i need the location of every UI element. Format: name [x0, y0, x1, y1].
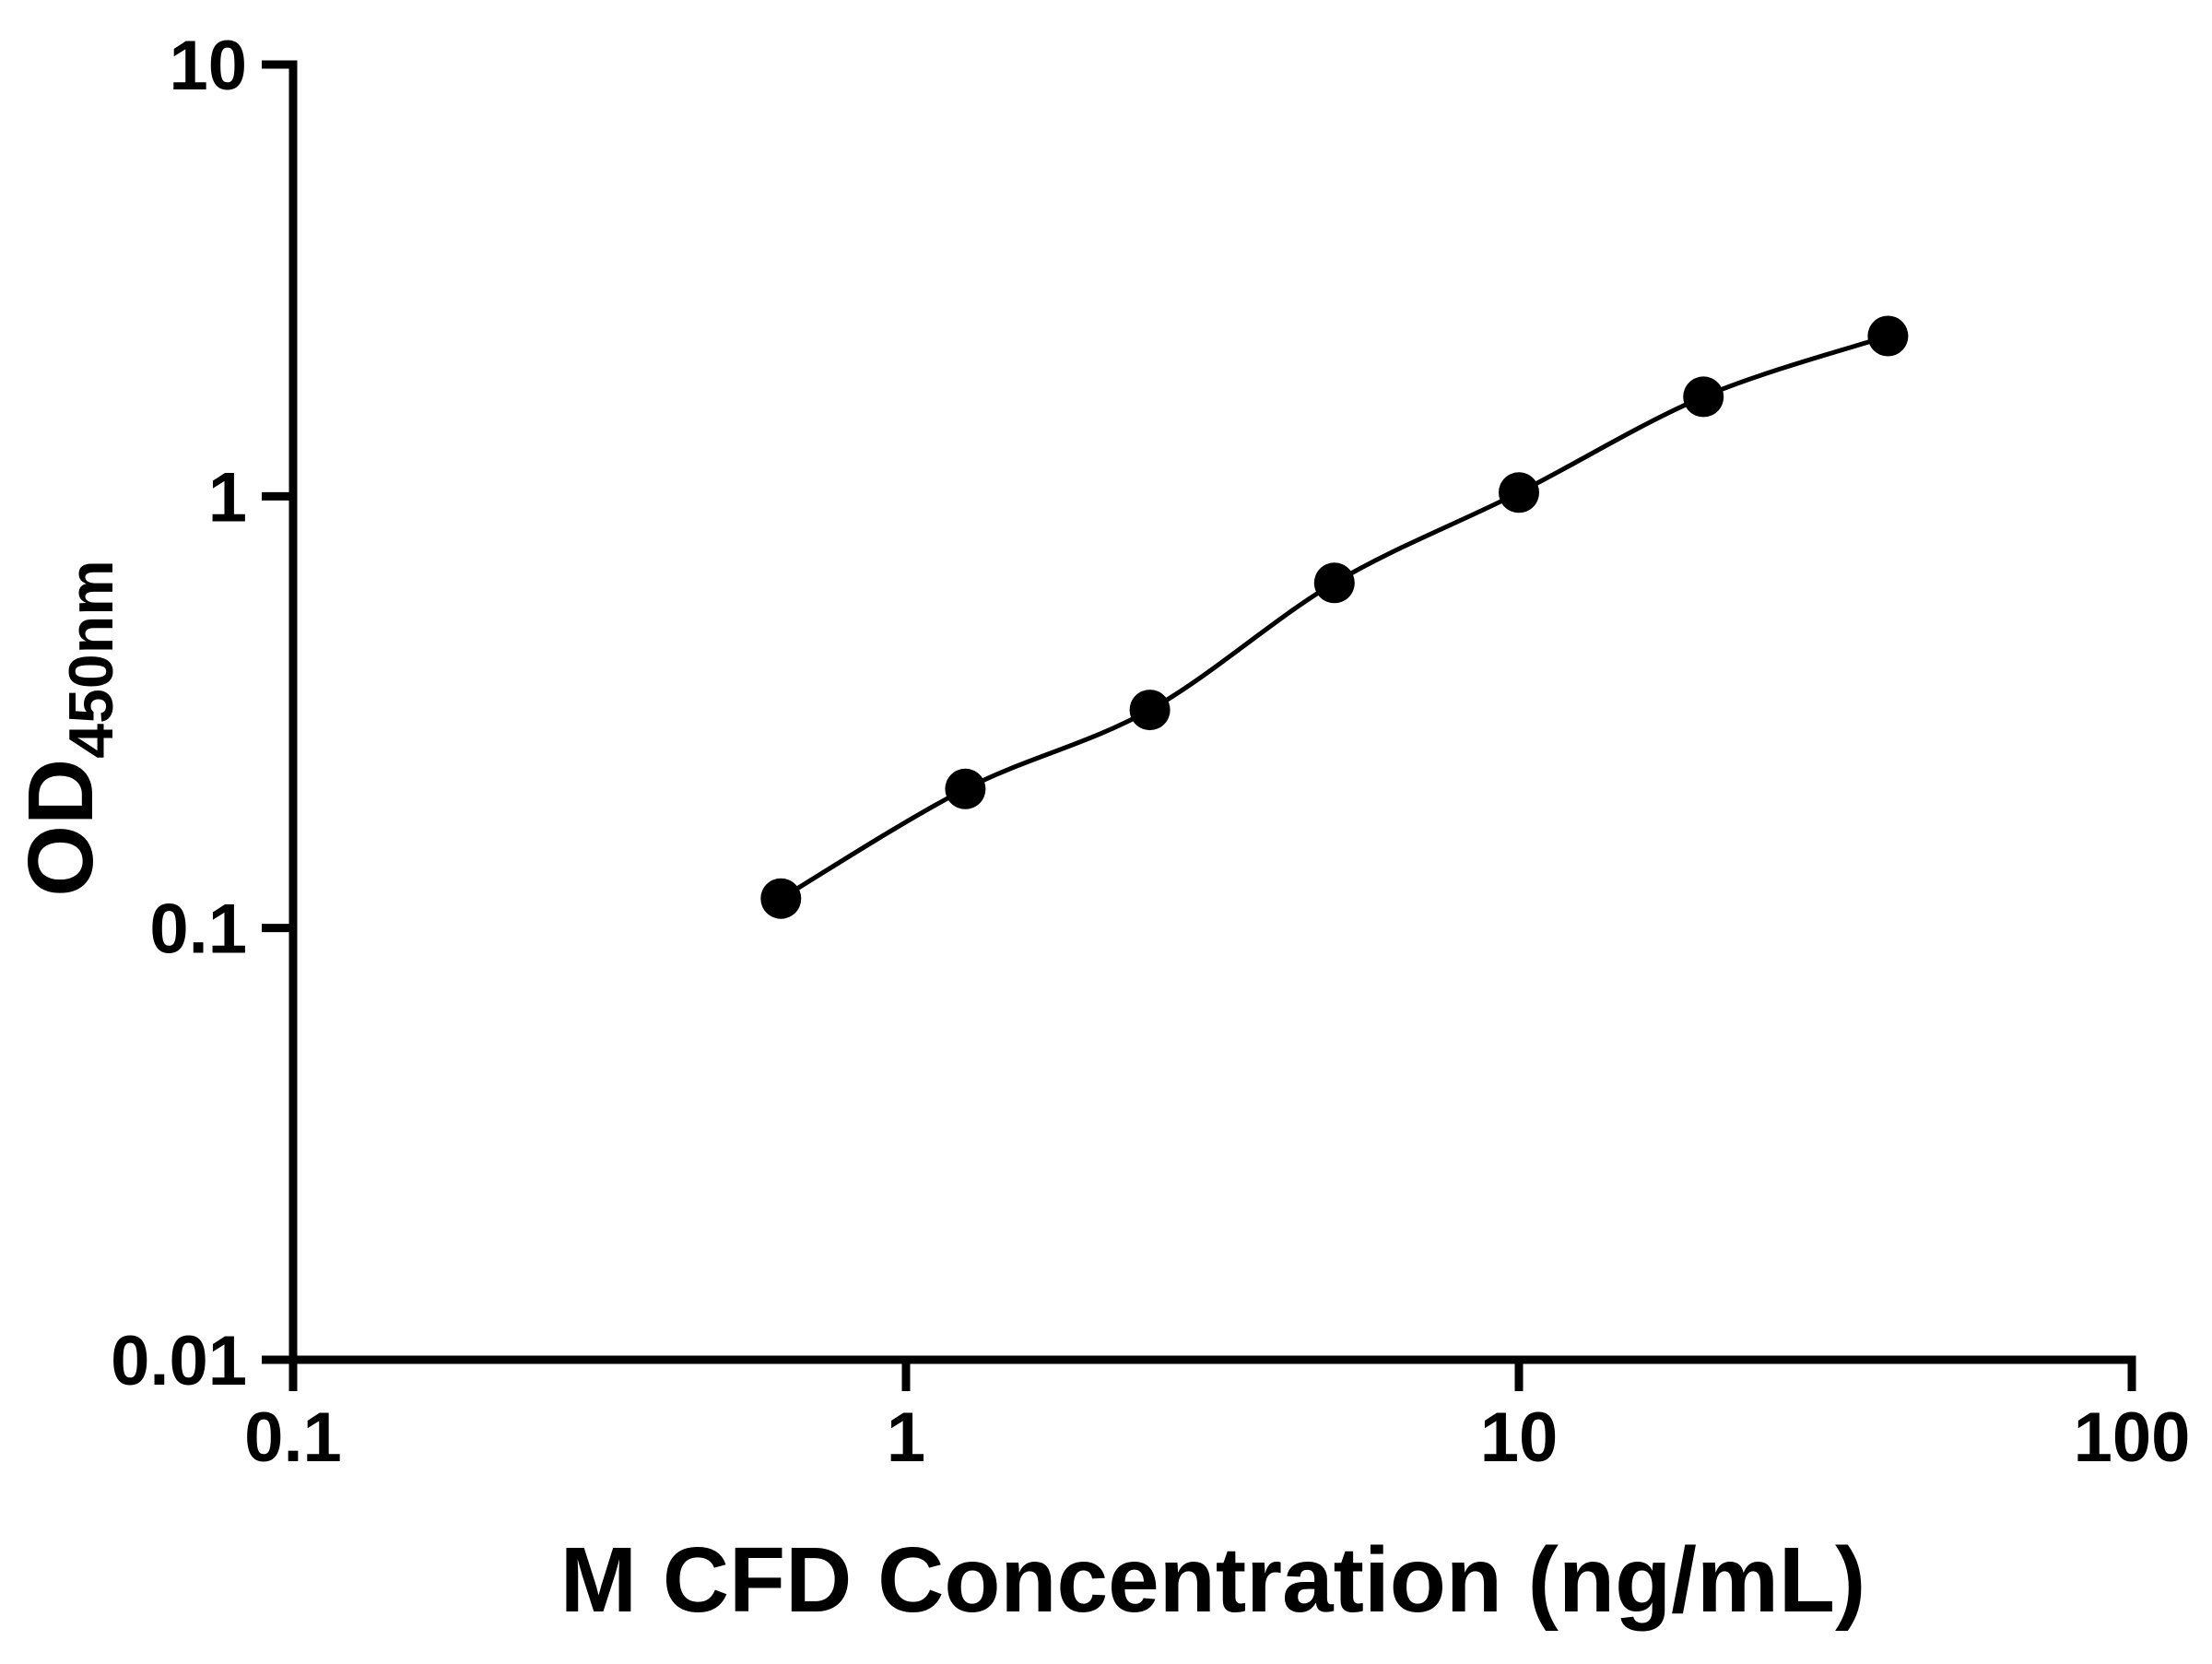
data-point-marker	[1683, 376, 1724, 418]
standard-curve-line	[780, 334, 1889, 901]
x-axis-tick-label: 100	[2074, 1398, 2191, 1477]
y-axis-tick-label: 0.01	[111, 1322, 247, 1400]
y-axis-title: OD450nm	[9, 560, 126, 896]
x-axis-tick-label: 1	[887, 1398, 925, 1477]
data-point-marker	[1129, 690, 1171, 731]
data-point-marker	[760, 878, 802, 919]
data-point-marker	[1867, 315, 1909, 357]
y-axis-tick-label: 10	[169, 27, 247, 105]
y-axis-tick-label: 0.1	[149, 891, 247, 969]
axis-lines	[288, 60, 2136, 1364]
x-axis-tick-label: 10	[1480, 1398, 1559, 1477]
data-point-marker	[1499, 472, 1539, 513]
data-point-marker	[1313, 562, 1355, 604]
y-axis-title-main: OD	[9, 759, 112, 897]
x-axis-tick-label: 0.1	[244, 1398, 342, 1477]
y-axis-tick-label: 1	[208, 458, 247, 537]
data-point-marker	[945, 768, 986, 809]
y-axis-title-subscript: 450nm	[56, 560, 126, 758]
x-axis-title: M CFD Concentration (ng/mL)	[560, 1528, 1866, 1632]
